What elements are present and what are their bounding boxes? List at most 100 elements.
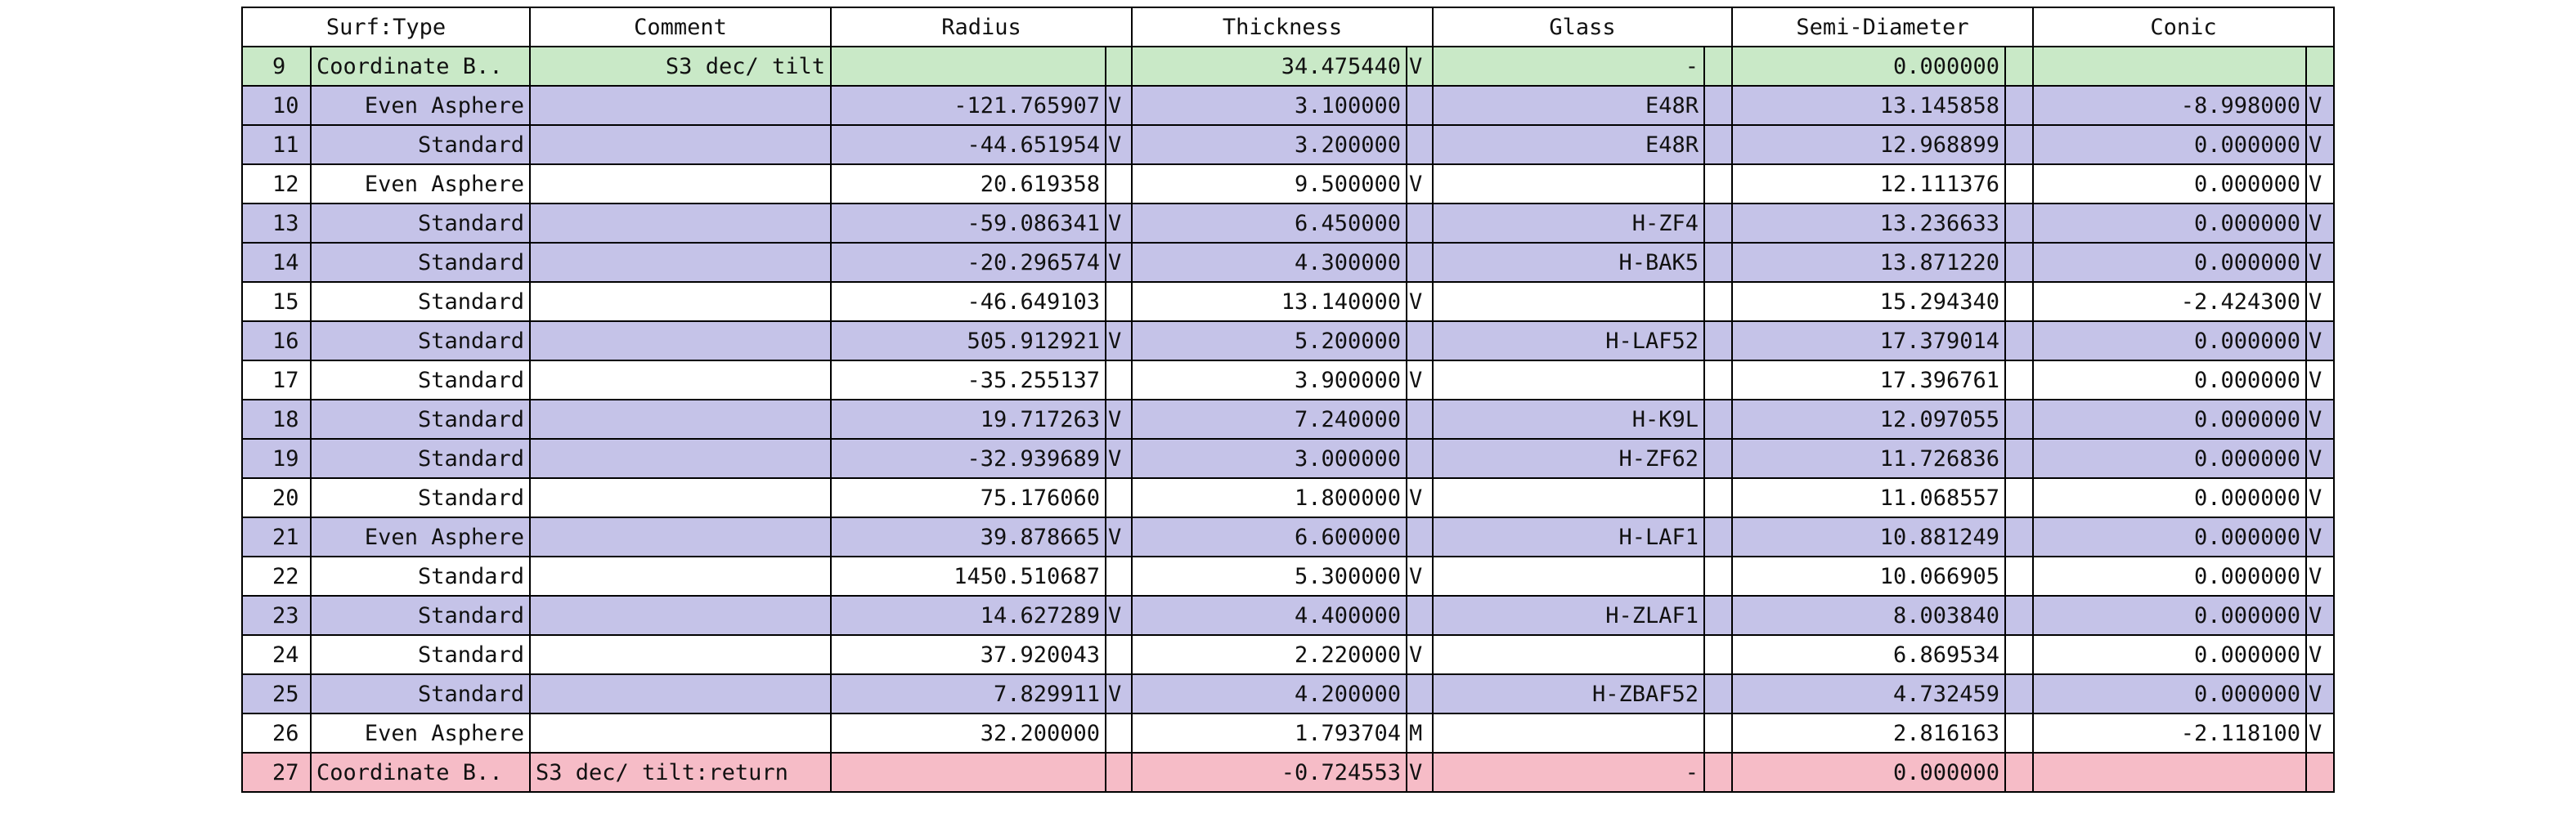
conic-solve-flag[interactable]: V [2305, 595, 2335, 636]
radius-cell[interactable]: -121.765907 [830, 85, 1106, 126]
surface-row[interactable]: 16 Standard 505.912921 V 5.200000 H-LAF52 17.3… [241, 320, 2335, 361]
thickness-solve-flag[interactable] [1406, 85, 1434, 126]
glass-cell[interactable] [1432, 477, 1705, 518]
conic-solve-flag[interactable]: V [2305, 163, 2335, 204]
radius-solve-flag[interactable]: V [1105, 438, 1133, 479]
radius-cell[interactable]: 20.619358 [830, 163, 1106, 204]
semi-diameter-cell[interactable]: 4.732459 [1731, 673, 2006, 714]
radius-solve-flag[interactable]: V [1105, 673, 1133, 714]
header-glass[interactable]: Glass [1432, 7, 1733, 47]
comment-cell[interactable] [529, 438, 832, 479]
surface-type-cell[interactable]: Standard [310, 360, 531, 400]
surface-number[interactable]: 27 [241, 752, 312, 793]
semi-diameter-solve-flag[interactable] [2004, 360, 2034, 400]
glass-solve-flag[interactable] [1703, 163, 1733, 204]
thickness-cell[interactable]: 34.475440 [1131, 46, 1407, 87]
radius-solve-flag[interactable] [1105, 752, 1133, 793]
comment-cell[interactable] [529, 85, 832, 126]
radius-solve-flag[interactable] [1105, 556, 1133, 597]
surface-type-cell[interactable]: Standard [310, 124, 531, 165]
thickness-cell[interactable]: 2.220000 [1131, 634, 1407, 675]
surface-row[interactable]: 25 Standard 7.829911 V 4.200000 H-ZBAF52 4.732… [241, 673, 2335, 714]
glass-solve-flag[interactable] [1703, 203, 1733, 244]
comment-cell[interactable] [529, 556, 832, 597]
surface-number[interactable]: 22 [241, 556, 312, 597]
surface-number[interactable]: 11 [241, 124, 312, 165]
semi-diameter-cell[interactable]: 12.111376 [1731, 163, 2006, 204]
thickness-solve-flag[interactable] [1406, 203, 1434, 244]
semi-diameter-solve-flag[interactable] [2004, 595, 2034, 636]
conic-solve-flag[interactable]: V [2305, 556, 2335, 597]
glass-solve-flag[interactable] [1703, 517, 1733, 557]
semi-diameter-solve-flag[interactable] [2004, 438, 2034, 479]
surface-type-cell[interactable]: Standard [310, 281, 531, 322]
conic-solve-flag[interactable]: V [2305, 124, 2335, 165]
radius-solve-flag[interactable]: V [1105, 85, 1133, 126]
conic-solve-flag[interactable]: V [2305, 399, 2335, 440]
surface-row[interactable]: 22 Standard 1450.510687 5.300000 V 10.066905 0… [241, 556, 2335, 597]
glass-solve-flag[interactable] [1703, 634, 1733, 675]
semi-diameter-cell[interactable]: 2.816163 [1731, 713, 2006, 754]
conic-solve-flag[interactable]: V [2305, 438, 2335, 479]
conic-solve-flag[interactable]: V [2305, 517, 2335, 557]
radius-solve-flag[interactable] [1105, 46, 1133, 87]
surface-row[interactable]: 23 Standard 14.627289 V 4.400000 H-ZLAF1 8.003… [241, 595, 2335, 636]
conic-cell[interactable]: 0.000000 [2032, 634, 2307, 675]
comment-cell[interactable] [529, 713, 832, 754]
surface-number[interactable]: 20 [241, 477, 312, 518]
radius-cell[interactable]: 37.920043 [830, 634, 1106, 675]
surface-row[interactable]: 24 Standard 37.920043 2.220000 V 6.869534 0.00… [241, 634, 2335, 675]
conic-solve-flag[interactable] [2305, 46, 2335, 87]
thickness-cell[interactable]: 4.200000 [1131, 673, 1407, 714]
surface-type-cell[interactable]: Even Asphere [310, 517, 531, 557]
conic-solve-flag[interactable]: V [2305, 320, 2335, 361]
thickness-solve-flag[interactable]: M [1406, 713, 1434, 754]
conic-cell[interactable]: -2.118100 [2032, 713, 2307, 754]
thickness-cell[interactable]: 6.450000 [1131, 203, 1407, 244]
conic-cell[interactable]: 0.000000 [2032, 163, 2307, 204]
thickness-cell[interactable]: 1.800000 [1131, 477, 1407, 518]
thickness-solve-flag[interactable] [1406, 438, 1434, 479]
glass-solve-flag[interactable] [1703, 713, 1733, 754]
surface-type-cell[interactable]: Standard [310, 320, 531, 361]
comment-cell[interactable] [529, 203, 832, 244]
thickness-solve-flag[interactable]: V [1406, 46, 1434, 87]
surface-row[interactable]: 21 Even Asphere 39.878665 V 6.600000 H-LAF1 10… [241, 517, 2335, 557]
header-radius[interactable]: Radius [830, 7, 1133, 47]
conic-cell[interactable]: 0.000000 [2032, 320, 2307, 361]
radius-solve-flag[interactable] [1105, 281, 1133, 322]
conic-cell[interactable]: 0.000000 [2032, 595, 2307, 636]
glass-cell[interactable]: H-ZLAF1 [1432, 595, 1705, 636]
semi-diameter-solve-flag[interactable] [2004, 673, 2034, 714]
thickness-solve-flag[interactable]: V [1406, 360, 1434, 400]
radius-cell[interactable]: 75.176060 [830, 477, 1106, 518]
semi-diameter-solve-flag[interactable] [2004, 242, 2034, 283]
thickness-solve-flag[interactable] [1406, 517, 1434, 557]
radius-solve-flag[interactable]: V [1105, 124, 1133, 165]
glass-solve-flag[interactable] [1703, 85, 1733, 126]
glass-cell[interactable] [1432, 163, 1705, 204]
radius-solve-flag[interactable]: V [1105, 399, 1133, 440]
radius-cell[interactable]: -35.255137 [830, 360, 1106, 400]
comment-cell[interactable] [529, 124, 832, 165]
radius-cell[interactable]: 19.717263 [830, 399, 1106, 440]
surface-type-cell[interactable]: Standard [310, 673, 531, 714]
glass-cell[interactable] [1432, 713, 1705, 754]
radius-cell[interactable]: 1450.510687 [830, 556, 1106, 597]
glass-cell[interactable] [1432, 281, 1705, 322]
thickness-cell[interactable]: 3.000000 [1131, 438, 1407, 479]
semi-diameter-solve-flag[interactable] [2004, 517, 2034, 557]
surface-type-cell[interactable]: Standard [310, 242, 531, 283]
glass-cell[interactable]: H-LAF52 [1432, 320, 1705, 361]
conic-cell[interactable]: 0.000000 [2032, 203, 2307, 244]
thickness-cell[interactable]: 6.600000 [1131, 517, 1407, 557]
thickness-solve-flag[interactable]: V [1406, 163, 1434, 204]
conic-cell[interactable]: 0.000000 [2032, 517, 2307, 557]
conic-cell[interactable]: 0.000000 [2032, 438, 2307, 479]
surface-number[interactable]: 16 [241, 320, 312, 361]
thickness-solve-flag[interactable] [1406, 595, 1434, 636]
glass-solve-flag[interactable] [1703, 673, 1733, 714]
semi-diameter-solve-flag[interactable] [2004, 556, 2034, 597]
thickness-solve-flag[interactable]: V [1406, 634, 1434, 675]
surface-type-cell[interactable]: Standard [310, 399, 531, 440]
